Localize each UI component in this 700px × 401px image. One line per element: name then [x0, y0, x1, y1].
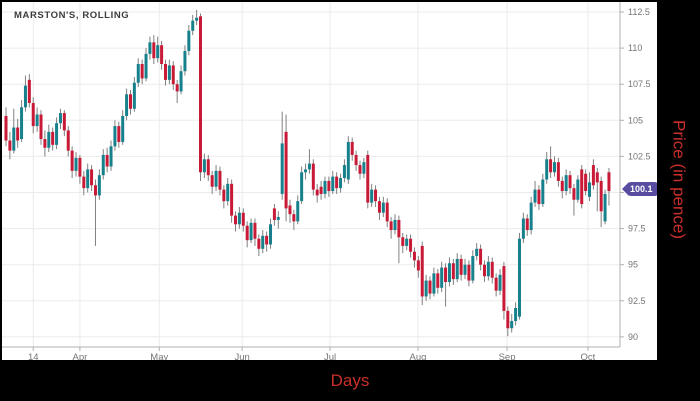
badge-arrow-icon: [622, 182, 629, 196]
y-axis-title: Price (in pence): [657, 0, 700, 360]
svg-text:Oct: Oct: [581, 352, 596, 360]
last-price-value: 100.1: [628, 182, 658, 196]
svg-text:110: 110: [628, 43, 642, 53]
svg-text:Aug: Aug: [409, 352, 426, 360]
svg-text:14: 14: [28, 352, 39, 360]
chart-panel: 112.5 110 107.5 105 102.5 97.5 95 92.5 90 14 Apr Ma…: [2, 2, 658, 360]
svg-text:105: 105: [628, 115, 643, 125]
svg-text:102.5: 102.5: [628, 151, 651, 161]
svg-text:90: 90: [628, 332, 638, 342]
chart-title: MARSTON'S, ROLLING: [14, 10, 130, 21]
svg-text:Apr: Apr: [73, 352, 88, 360]
candlestick-chart[interactable]: 112.5 110 107.5 105 102.5 97.5 95 92.5 90 14 Apr Ma…: [2, 2, 657, 360]
svg-text:Jun: Jun: [234, 352, 249, 360]
svg-text:107.5: 107.5: [628, 79, 651, 89]
last-price-badge: 100.1: [622, 182, 658, 196]
svg-text:May: May: [150, 352, 168, 360]
svg-text:112.5: 112.5: [628, 7, 650, 17]
svg-text:Sep: Sep: [499, 352, 516, 360]
svg-text:Jul: Jul: [324, 352, 336, 360]
svg-text:97.5: 97.5: [628, 224, 646, 234]
svg-text:95: 95: [628, 260, 638, 270]
x-axis-title: Days: [0, 360, 700, 401]
svg-text:92.5: 92.5: [628, 296, 646, 306]
